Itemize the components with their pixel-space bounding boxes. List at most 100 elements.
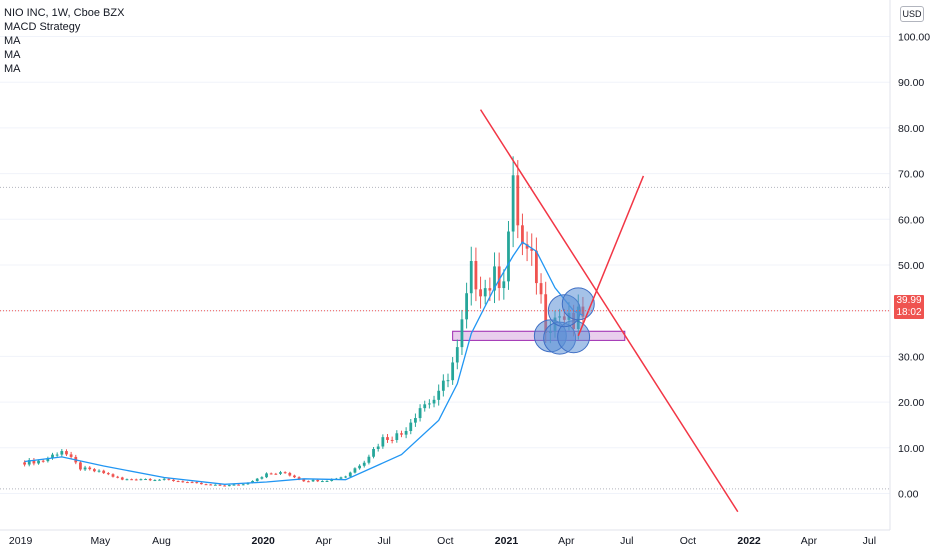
currency-badge[interactable]: USD <box>900 6 924 22</box>
candle-body <box>274 473 278 475</box>
price-tick-label: 0.00 <box>898 488 919 500</box>
candle-body <box>237 484 241 486</box>
candle-body <box>172 479 175 482</box>
candle-body <box>130 479 134 481</box>
candle-body <box>302 479 306 482</box>
candle-body <box>41 460 45 462</box>
horizontal-levels <box>0 186 890 490</box>
candle-body <box>37 460 40 464</box>
price-tick-label: 100.00 <box>898 32 930 44</box>
candle-body <box>437 390 441 400</box>
candle-body <box>102 470 106 474</box>
candle-body <box>162 478 166 480</box>
candle-body <box>460 319 464 348</box>
price-gridlines <box>0 36 890 494</box>
candle-body <box>427 403 431 405</box>
price-tick-label: 70.00 <box>898 169 924 181</box>
candle-body <box>223 485 227 487</box>
candle-body <box>469 260 473 294</box>
candle-body <box>353 468 357 473</box>
candle-body <box>339 477 343 479</box>
candle-body <box>148 479 152 481</box>
candle-body <box>46 458 50 462</box>
price-tick-label: 60.00 <box>898 214 924 226</box>
candle-body <box>32 460 36 464</box>
price-tick-label: 50.00 <box>898 260 924 272</box>
ma-line <box>24 241 584 485</box>
time-tick-label: Oct <box>680 535 696 547</box>
candle-body <box>125 479 129 481</box>
last-price-value: 39.99 <box>896 295 922 306</box>
legend-item-macd-strategy[interactable]: MACD Strategy <box>4 21 81 33</box>
candle-body <box>69 454 73 457</box>
candle-body <box>521 225 524 245</box>
candle-body <box>283 472 287 474</box>
time-tick-label: Aug <box>152 535 171 547</box>
candle-body <box>88 467 92 470</box>
candle-body <box>134 479 138 481</box>
candle-body <box>65 451 68 455</box>
candle-body <box>488 288 492 291</box>
candle-body <box>181 481 185 483</box>
candle-body <box>120 477 124 480</box>
candle-body <box>279 472 282 474</box>
chart-legend: NIO INC, 1W, Cboe BZX MACD Strategy MA M… <box>4 6 124 76</box>
candle-body <box>51 454 54 459</box>
legend-item-ma[interactable]: MA <box>4 49 21 61</box>
candle-body <box>265 473 268 478</box>
candle-body <box>493 266 496 291</box>
time-tick-label: 2019 <box>9 535 33 547</box>
moving-average-line <box>24 241 584 485</box>
candle-body <box>311 479 315 482</box>
candle-body <box>139 479 143 481</box>
candle-body <box>255 478 259 482</box>
candle-body <box>446 380 450 382</box>
candle-body <box>186 482 189 484</box>
candle-body <box>344 476 348 478</box>
legend-item-ma[interactable]: MA <box>4 35 21 47</box>
candle-body <box>474 260 478 290</box>
candle-body <box>97 470 101 472</box>
trendline <box>577 175 645 337</box>
candle-body <box>530 248 534 251</box>
candle-body <box>502 281 506 289</box>
legend-title[interactable]: NIO INC, 1W, Cboe BZX <box>4 7 125 19</box>
candle-body <box>269 473 273 475</box>
candle-body <box>153 480 157 482</box>
candle-body <box>516 175 520 226</box>
candle-body <box>400 433 403 435</box>
bar-countdown: 18:02 <box>896 307 922 318</box>
time-axis[interactable]: 2019 May Aug 2020 Apr Jul Oct 2021 Apr Jul Oct 2022… <box>9 535 876 547</box>
candle-body <box>404 431 408 435</box>
candle-body <box>55 454 59 456</box>
candle-body <box>27 460 31 465</box>
candle-body <box>316 479 320 482</box>
time-tick-label: Apr <box>801 535 818 547</box>
candle-body <box>423 404 427 409</box>
time-tick-label: Apr <box>316 535 333 547</box>
time-tick-label: 2020 <box>252 535 276 547</box>
candle-body <box>367 456 371 463</box>
candle-body <box>176 481 180 483</box>
price-tick-label: 10.00 <box>898 443 924 455</box>
candle-body <box>60 451 64 455</box>
legend-item-ma[interactable]: MA <box>4 63 21 75</box>
candle-body <box>511 175 515 232</box>
candle-body <box>288 472 292 476</box>
candle-body <box>381 437 385 447</box>
candle-body <box>111 474 115 477</box>
highlight-circles[interactable] <box>533 287 595 355</box>
candle-body <box>227 485 231 487</box>
last-price-tag: 39.99 18:02 <box>894 295 924 319</box>
candle-body <box>507 231 510 282</box>
candle-body <box>451 362 455 381</box>
candle-body <box>362 462 366 466</box>
time-tick-label: Apr <box>558 535 575 547</box>
candle-body <box>539 283 543 295</box>
candle-body <box>79 462 82 470</box>
price-axis[interactable]: 100.0090.0080.0070.0060.0050.0040.0030.0… <box>898 32 930 501</box>
candle-body <box>358 465 361 469</box>
time-tick-label: 2021 <box>495 535 519 547</box>
candle-body <box>534 250 538 284</box>
